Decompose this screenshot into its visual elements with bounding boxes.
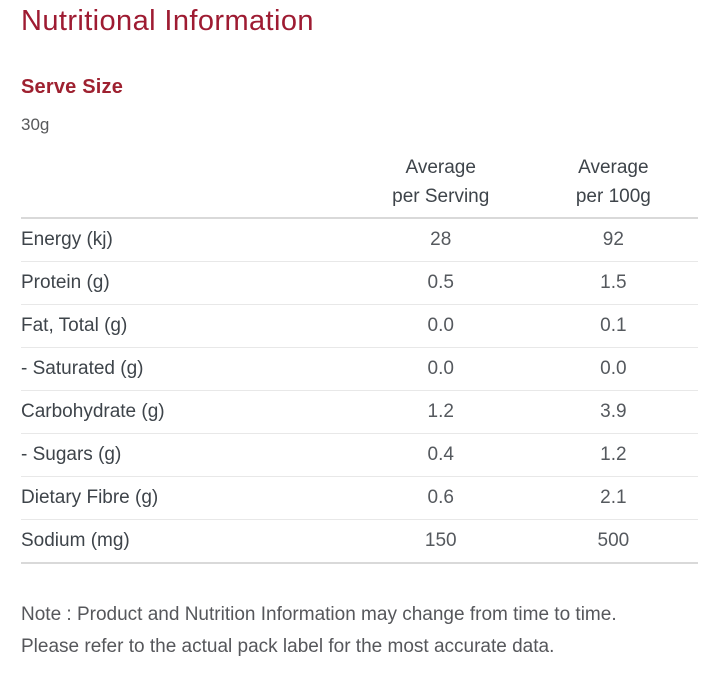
table-row-sodium: Sodium (mg) 150 500 xyxy=(21,519,698,564)
row-value-per-100g: 0.1 xyxy=(528,304,698,348)
table-row-sugars: - Sugars (g) 0.4 1.2 xyxy=(21,433,698,477)
table-row-dietary-fibre: Dietary Fibre (g) 0.6 2.1 xyxy=(21,476,698,520)
serve-size-heading: Serve Size xyxy=(21,76,124,98)
row-value-per-serving: 0.0 xyxy=(352,347,529,391)
row-value-per-serving: 28 xyxy=(352,218,529,262)
nutrition-table: Average per Serving Average per 100g Ene… xyxy=(21,147,698,564)
table-row-protein: Protein (g) 0.5 1.5 xyxy=(21,261,698,305)
column-header-line: Average xyxy=(578,157,649,178)
table-row-saturated: - Saturated (g) 0.0 0.0 xyxy=(21,347,698,391)
row-value-per-100g: 1.5 xyxy=(528,261,698,305)
row-value-per-100g: 1.2 xyxy=(528,433,698,477)
page-title: Nutritional Information xyxy=(21,5,314,37)
row-label: Dietary Fibre (g) xyxy=(21,476,353,520)
row-value-per-serving: 0.5 xyxy=(352,261,529,305)
column-header-per-serving: Average per Serving xyxy=(352,147,529,219)
row-value-per-serving: 150 xyxy=(352,519,529,564)
nutrition-table-header: Average per Serving Average per 100g xyxy=(21,147,698,219)
row-value-per-100g: 2.1 xyxy=(528,476,698,520)
row-value-per-serving: 0.4 xyxy=(352,433,529,477)
row-value-per-100g: 0.0 xyxy=(528,347,698,391)
serve-size-value: 30g xyxy=(21,115,50,134)
header-empty-cell xyxy=(21,147,353,219)
row-label: Protein (g) xyxy=(21,261,353,305)
column-header-line: per 100g xyxy=(575,186,651,207)
row-label: - Sugars (g) xyxy=(21,433,353,477)
nutrition-table-body: Energy (kj) 28 92 Protein (g) 0.5 1.5 Fa… xyxy=(21,218,698,564)
row-value-per-100g: 92 xyxy=(528,218,698,262)
row-label: Energy (kj) xyxy=(21,218,353,262)
column-header-per-100g: Average per 100g xyxy=(528,147,698,219)
row-label: Carbohydrate (g) xyxy=(21,390,353,434)
note-text: Note : Product and Nutrition Information… xyxy=(21,604,617,657)
column-header-line: Average xyxy=(405,157,476,178)
row-value-per-serving: 0.0 xyxy=(352,304,529,348)
table-row-fat-total: Fat, Total (g) 0.0 0.1 xyxy=(21,304,698,348)
row-value-per-100g: 3.9 xyxy=(528,390,698,434)
header-row: Average per Serving Average per 100g xyxy=(21,147,698,219)
row-label: Fat, Total (g) xyxy=(21,304,353,348)
row-value-per-serving: 1.2 xyxy=(352,390,529,434)
column-header-line: per Serving xyxy=(392,186,490,207)
row-label: - Saturated (g) xyxy=(21,347,353,391)
row-label: Sodium (mg) xyxy=(21,519,353,564)
row-value-per-serving: 0.6 xyxy=(352,476,529,520)
table-row-energy: Energy (kj) 28 92 xyxy=(21,218,698,262)
table-row-carbohydrate: Carbohydrate (g) 1.2 3.9 xyxy=(21,390,698,434)
row-value-per-100g: 500 xyxy=(528,519,698,564)
